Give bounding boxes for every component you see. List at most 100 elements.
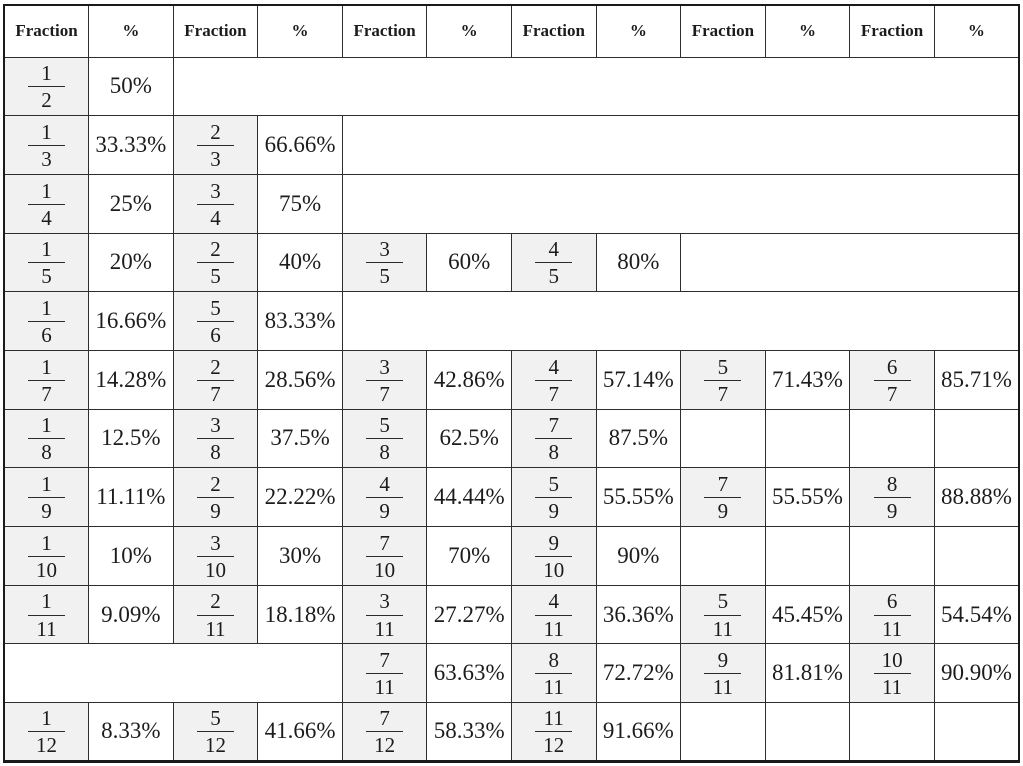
table-row: 1 9 11.11% 2 9 22.22% 4 9 44.44% 5 9 55.55% 7 9 55.55%… (3, 467, 1020, 527)
fraction: 3 10 (196, 531, 234, 581)
fraction: 1 12 (28, 706, 66, 756)
fraction-denominator: 7 (379, 381, 390, 406)
percent-cell: 27.27% (426, 584, 512, 645)
fraction-denominator: 9 (210, 499, 221, 524)
fraction-numerator: 4 (535, 237, 573, 264)
percent-cell: 57.14% (595, 349, 682, 410)
percent-cell: 11.11% (88, 467, 174, 527)
fraction-denominator: 12 (543, 733, 565, 758)
fraction-numerator: 7 (366, 706, 404, 733)
fraction-numerator: 1 (28, 589, 66, 616)
percent-cell: 25% (88, 173, 174, 234)
fraction-denominator: 11 (374, 616, 395, 641)
fraction: 1 10 (28, 531, 66, 581)
empty-cell (764, 526, 851, 586)
fraction-numerator: 3 (366, 237, 404, 264)
percent-cell: 81.81% (764, 643, 851, 704)
fraction-percentage-table: Fraction% Fraction% Fraction% Fraction% Frac… (3, 4, 1020, 763)
percent-cell: 12.5% (88, 408, 174, 469)
table-row: 1 8 12.5% 3 8 37.5% 5 8 62.5% 7 8 87.5% (3, 408, 1020, 469)
empty-cell (680, 702, 766, 763)
percent-cell: 50% (88, 56, 174, 117)
fraction-numerator: 2 (196, 237, 234, 264)
percent-cell: 80% (595, 232, 682, 293)
percent-cell: 44.44% (426, 467, 512, 527)
fraction-numerator: 1 (28, 355, 66, 381)
header-cell-fraction: Fraction (849, 4, 935, 58)
fraction-cell: 7 12 (341, 702, 428, 763)
percent-cell: 14.28% (88, 349, 174, 410)
fraction-denominator: 7 (886, 381, 898, 406)
fraction: 2 11 (196, 589, 234, 640)
empty-cell (933, 408, 1020, 469)
fraction: 5 12 (196, 706, 234, 756)
fraction-numerator: 1 (28, 120, 66, 147)
fraction-numerator: 11 (535, 706, 573, 733)
fraction-numerator: 3 (196, 413, 234, 440)
fraction: 4 11 (535, 589, 573, 640)
fraction-denominator: 6 (210, 323, 221, 348)
fraction-numerator: 5 (366, 413, 404, 440)
fraction-numerator: 2 (196, 472, 234, 499)
empty-cell (341, 173, 1020, 234)
fraction-numerator: 1 (28, 237, 66, 264)
fraction-denominator: 12 (374, 733, 396, 758)
fraction-cell: 9 11 (680, 643, 766, 704)
fraction-numerator: 9 (704, 648, 742, 675)
empty-cell (764, 702, 851, 763)
fraction: 8 11 (535, 648, 573, 698)
fraction-denominator: 5 (379, 264, 390, 289)
fraction-denominator: 5 (41, 264, 52, 289)
percent-cell: 41.66% (257, 702, 343, 763)
fraction-numerator: 6 (873, 589, 911, 616)
percent-cell: 28.56% (257, 349, 343, 410)
fraction-cell: 7 10 (341, 526, 428, 586)
fraction-denominator: 8 (548, 440, 560, 465)
table-row: 7 11 63.63% 8 11 72.72% 9 11 81.81% 10 11 90.90% (3, 643, 1020, 704)
fraction-denominator: 3 (41, 147, 52, 172)
fraction-denominator: 6 (41, 323, 52, 348)
empty-cell (172, 56, 1020, 117)
empty-cell (849, 526, 935, 586)
header-cell-percent: % (595, 4, 682, 58)
header-cell-percent: % (764, 4, 851, 58)
percent-cell: 90% (595, 526, 682, 586)
fraction: 10 11 (873, 648, 911, 698)
fraction-cell: 11 12 (510, 702, 597, 763)
fraction-denominator: 3 (210, 147, 221, 172)
header-cell-percent: % (426, 4, 512, 58)
fraction-cell: 8 11 (510, 643, 597, 704)
header-row: Fraction% Fraction% Fraction% Fraction% Frac… (3, 4, 1020, 58)
percent-cell: 18.18% (257, 584, 343, 645)
percent-cell: 54.54% (933, 584, 1020, 645)
fraction-denominator: 2 (41, 88, 52, 113)
fraction-denominator: 11 (712, 675, 734, 700)
percent-cell: 72.72% (595, 643, 682, 704)
fraction: 7 10 (366, 531, 404, 581)
fraction-numerator: 10 (873, 648, 911, 675)
header-cell-fraction: Fraction (341, 4, 428, 58)
